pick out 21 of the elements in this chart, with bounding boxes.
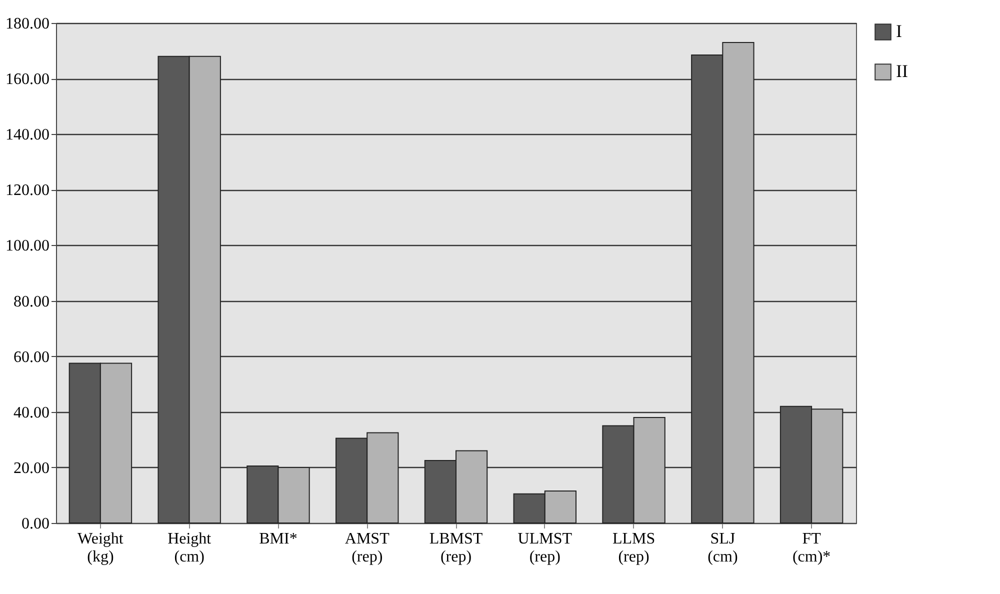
- x-tick-label: FT (cm)*: [792, 530, 831, 566]
- x-tick-label: LBMST (rep): [429, 530, 483, 566]
- y-tick-label: 120.00: [6, 182, 50, 200]
- x-tick-label: ULMST (rep): [518, 530, 572, 566]
- y-tick-label: 140.00: [6, 126, 50, 144]
- y-tick-label: 80.00: [14, 293, 50, 310]
- y-tick-label: 60.00: [14, 348, 50, 366]
- x-tick-label: LLMS (rep): [612, 530, 656, 566]
- x-tick-label: Height (cm): [168, 530, 212, 566]
- y-tick-label: 180.00: [6, 16, 50, 32]
- x-tick-label: BMI*: [259, 530, 298, 548]
- legend-label: I: [896, 21, 902, 41]
- x-tick-label: Weight (kg): [78, 530, 124, 566]
- legend-label: II: [896, 61, 908, 81]
- y-tick-label: 20.00: [14, 460, 50, 477]
- y-tick-label: 160.00: [6, 71, 50, 88]
- x-tick-label: SLJ (cm): [708, 530, 738, 566]
- y-tick-label: 0.00: [22, 516, 50, 532]
- x-tick-label: AMST (rep): [344, 530, 390, 566]
- y-tick-label: 40.00: [14, 404, 50, 422]
- y-tick-label: 100.00: [6, 238, 50, 255]
